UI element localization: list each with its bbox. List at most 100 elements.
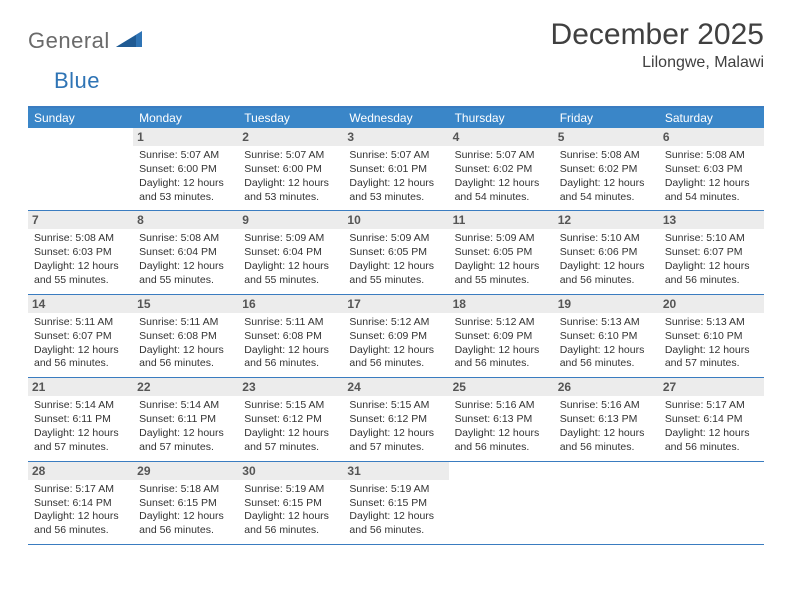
sunrise-line: Sunrise: 5:07 AM [244, 149, 339, 163]
sunrise-line: Sunrise: 5:19 AM [244, 483, 339, 497]
daylight-line: Daylight: 12 hours and 56 minutes. [349, 510, 444, 538]
sunset-line: Sunset: 6:04 PM [244, 246, 339, 260]
day-cell: 13 Sunrise: 5:10 AMSunset: 6:07 PMDayligh… [659, 211, 764, 293]
daylight-line: Daylight: 12 hours and 57 minutes. [665, 344, 760, 372]
sunrise-line: Sunrise: 5:07 AM [349, 149, 444, 163]
sunrise-line: Sunrise: 5:19 AM [349, 483, 444, 497]
week-row: 21Sunrise: 5:14 AMSunset: 6:11 PMDayligh… [28, 378, 764, 461]
sunset-line: Sunset: 6:15 PM [349, 497, 444, 511]
sunrise-line: Sunrise: 5:14 AM [139, 399, 234, 413]
sunset-line: Sunset: 6:12 PM [244, 413, 339, 427]
day-number: 2 [238, 128, 343, 146]
day-cell: 6Sunrise: 5:08 AMSunset: 6:03 PMDaylight… [659, 128, 764, 210]
sunrise-line: Sunrise: 5:09 AM [455, 232, 550, 246]
brand-word2: Blue [54, 68, 100, 93]
daylight-line: Daylight: 12 hours and 56 minutes. [665, 260, 760, 288]
dow-wed: Wednesday [343, 108, 448, 128]
sunrise-line: Sunrise: 5:10 AM [665, 232, 760, 246]
daylight-line: Daylight: 12 hours and 56 minutes. [139, 344, 234, 372]
week-row: 14Sunrise: 5:11 AMSunset: 6:07 PMDayligh… [28, 295, 764, 378]
day-cell [659, 462, 764, 544]
sunrise-line: Sunrise: 5:08 AM [34, 232, 129, 246]
day-cell: 16Sunrise: 5:11 AMSunset: 6:08 PMDayligh… [238, 295, 343, 377]
day-number: 28 [28, 462, 133, 480]
sunset-line: Sunset: 6:08 PM [244, 330, 339, 344]
sunrise-line: Sunrise: 5:16 AM [455, 399, 550, 413]
daylight-line: Daylight: 12 hours and 56 minutes. [455, 344, 550, 372]
day-cell: 9Sunrise: 5:09 AMSunset: 6:04 PMDaylight… [238, 211, 343, 293]
daylight-line: Daylight: 12 hours and 54 minutes. [665, 177, 760, 205]
daylight-line: Daylight: 12 hours and 56 minutes. [244, 344, 339, 372]
daylight-line: Daylight: 12 hours and 53 minutes. [139, 177, 234, 205]
day-number: 13 [659, 211, 764, 229]
day-cell: 14Sunrise: 5:11 AMSunset: 6:07 PMDayligh… [28, 295, 133, 377]
sunset-line: Sunset: 6:10 PM [560, 330, 655, 344]
sunset-line: Sunset: 6:03 PM [34, 246, 129, 260]
day-number: 22 [133, 378, 238, 396]
day-number: 8 [133, 211, 238, 229]
sunset-line: Sunset: 6:08 PM [139, 330, 234, 344]
daylight-line: Daylight: 12 hours and 56 minutes. [34, 510, 129, 538]
sunrise-line: Sunrise: 5:13 AM [560, 316, 655, 330]
location: Lilongwe, Malawi [551, 54, 764, 72]
daylight-line: Daylight: 12 hours and 56 minutes. [560, 427, 655, 455]
day-number: 14 [28, 295, 133, 313]
week-row: 28Sunrise: 5:17 AMSunset: 6:14 PMDayligh… [28, 462, 764, 545]
day-number: 11 [449, 211, 554, 229]
sunrise-line: Sunrise: 5:16 AM [560, 399, 655, 413]
sunrise-line: Sunrise: 5:08 AM [665, 149, 760, 163]
sunrise-line: Sunrise: 5:15 AM [349, 399, 444, 413]
dow-row: Sunday Monday Tuesday Wednesday Thursday… [28, 108, 764, 128]
sunrise-line: Sunrise: 5:08 AM [139, 232, 234, 246]
sunset-line: Sunset: 6:10 PM [665, 330, 760, 344]
sunrise-line: Sunrise: 5:12 AM [455, 316, 550, 330]
sunset-line: Sunset: 6:12 PM [349, 413, 444, 427]
sunrise-line: Sunrise: 5:17 AM [34, 483, 129, 497]
day-number: 27 [659, 378, 764, 396]
day-cell: 18Sunrise: 5:12 AMSunset: 6:09 PMDayligh… [449, 295, 554, 377]
day-number: 15 [133, 295, 238, 313]
title-block: December 2025 Lilongwe, Malawi [551, 18, 764, 72]
day-number: 31 [343, 462, 448, 480]
sunset-line: Sunset: 6:11 PM [139, 413, 234, 427]
sunrise-line: Sunrise: 5:09 AM [349, 232, 444, 246]
dow-sun: Sunday [28, 108, 133, 128]
sunset-line: Sunset: 6:13 PM [455, 413, 550, 427]
day-cell: 28 Sunrise: 5:17 AMSunset: 6:14 PMDayligh… [28, 462, 133, 544]
day-number: 17 [343, 295, 448, 313]
day-cell: 3Sunrise: 5:07 AMSunset: 6:01 PMDaylight… [343, 128, 448, 210]
day-number: 12 [554, 211, 659, 229]
day-cell: 31 Sunrise: 5:19 AMSunset: 6:15 PMDayligh… [343, 462, 448, 544]
daylight-line: Daylight: 12 hours and 56 minutes. [455, 427, 550, 455]
day-number: 20 [659, 295, 764, 313]
daylight-line: Daylight: 12 hours and 53 minutes. [244, 177, 339, 205]
day-cell: 1Sunrise: 5:07 AMSunset: 6:00 PMDaylight… [133, 128, 238, 210]
day-cell: 10Sunrise: 5:09 AMSunset: 6:05 PMDayligh… [343, 211, 448, 293]
sunrise-line: Sunrise: 5:13 AM [665, 316, 760, 330]
dow-sat: Saturday [659, 108, 764, 128]
day-cell: 7Sunrise: 5:08 AMSunset: 6:03 PMDaylight… [28, 211, 133, 293]
brand-word1: General [28, 28, 110, 54]
sunset-line: Sunset: 6:14 PM [34, 497, 129, 511]
weeks-container: 1Sunrise: 5:07 AMSunset: 6:00 PMDaylight… [28, 128, 764, 545]
daylight-line: Daylight: 12 hours and 56 minutes. [349, 344, 444, 372]
daylight-line: Daylight: 12 hours and 56 minutes. [665, 427, 760, 455]
day-cell [28, 128, 133, 210]
day-cell: 15Sunrise: 5:11 AMSunset: 6:08 PMDayligh… [133, 295, 238, 377]
daylight-line: Daylight: 12 hours and 57 minutes. [244, 427, 339, 455]
sunset-line: Sunset: 6:06 PM [560, 246, 655, 260]
day-cell: 2Sunrise: 5:07 AMSunset: 6:00 PMDaylight… [238, 128, 343, 210]
day-number: 5 [554, 128, 659, 146]
day-number: 4 [449, 128, 554, 146]
daylight-line: Daylight: 12 hours and 55 minutes. [244, 260, 339, 288]
month-title: December 2025 [551, 18, 764, 52]
daylight-line: Daylight: 12 hours and 56 minutes. [34, 344, 129, 372]
sunset-line: Sunset: 6:07 PM [665, 246, 760, 260]
day-cell: 8Sunrise: 5:08 AMSunset: 6:04 PMDaylight… [133, 211, 238, 293]
day-number: 1 [133, 128, 238, 146]
sunset-line: Sunset: 6:02 PM [560, 163, 655, 177]
day-cell [449, 462, 554, 544]
sunrise-line: Sunrise: 5:10 AM [560, 232, 655, 246]
day-cell: 23Sunrise: 5:15 AMSunset: 6:12 PMDayligh… [238, 378, 343, 460]
sunset-line: Sunset: 6:00 PM [139, 163, 234, 177]
